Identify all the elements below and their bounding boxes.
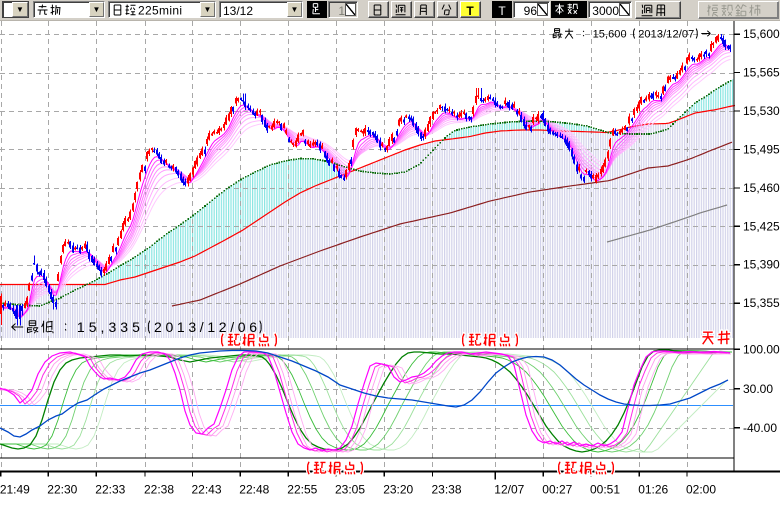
svg-text:225mini: 225mini <box>138 4 182 17</box>
svg-text:22:48: 22:48 <box>239 483 269 497</box>
svg-text:22:43: 22:43 <box>192 483 222 497</box>
svg-text:23:05: 23:05 <box>335 483 365 497</box>
svg-text:22:33: 22:33 <box>95 483 125 497</box>
svg-text:15,600: 15,600 <box>743 27 780 41</box>
svg-text:00:51: 00:51 <box>590 483 620 497</box>
svg-text:15,495: 15,495 <box>743 143 780 157</box>
svg-text:22:55: 22:55 <box>287 483 317 497</box>
svg-text:2013/12/07: 2013/12/07 <box>638 29 694 41</box>
svg-text:15,530: 15,530 <box>743 104 780 118</box>
svg-text:15,600: 15,600 <box>593 29 627 41</box>
svg-text:15,425: 15,425 <box>743 219 780 233</box>
svg-text:15,355: 15,355 <box>743 296 780 310</box>
svg-text:22:38: 22:38 <box>144 483 174 497</box>
svg-text:30.00: 30.00 <box>743 382 773 396</box>
svg-text:01:26: 01:26 <box>638 483 668 497</box>
svg-text:15,460: 15,460 <box>743 181 780 195</box>
svg-text:23:38: 23:38 <box>432 483 462 497</box>
svg-text:02:00: 02:00 <box>686 483 716 497</box>
svg-text:00:27: 00:27 <box>542 483 572 497</box>
svg-text:100.00: 100.00 <box>743 342 780 356</box>
svg-text:15,565: 15,565 <box>743 66 780 80</box>
svg-text:15,390: 15,390 <box>743 258 780 272</box>
svg-text:-40.00: -40.00 <box>743 421 777 435</box>
svg-text:15,335: 15,335 <box>77 319 140 335</box>
svg-text:21:49: 21:49 <box>0 483 30 497</box>
svg-text:22:30: 22:30 <box>47 483 77 497</box>
svg-text:12/07: 12/07 <box>494 483 524 497</box>
svg-text:23:20: 23:20 <box>383 483 413 497</box>
